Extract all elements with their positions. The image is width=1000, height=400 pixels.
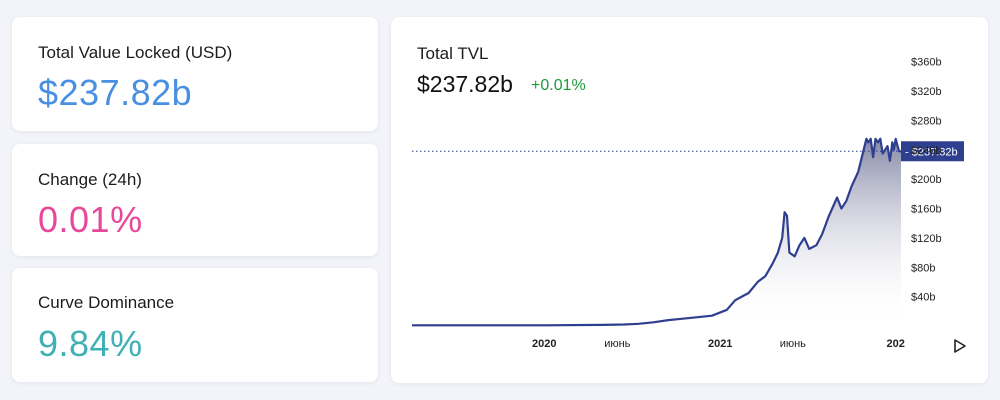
tvl-area — [412, 138, 901, 326]
y-tick-label: $320b — [911, 86, 942, 98]
y-tick-label: $40b — [911, 292, 935, 304]
change-value: 0.01% — [38, 199, 143, 240]
y-tick-label: $80b — [911, 262, 935, 274]
tvl-label: Total Value Locked (USD) — [38, 43, 233, 62]
play-icon[interactable] — [954, 339, 966, 353]
tvl-line — [412, 137, 901, 327]
change-card: Change (24h) 0.01% — [12, 144, 378, 256]
dominance-label: Curve Dominance — [38, 293, 175, 312]
dominance-value: 9.84% — [38, 323, 143, 364]
dominance-card: Curve Dominance 9.84% — [12, 268, 378, 382]
tvl-value: $237.82b — [38, 72, 193, 113]
chart-value: $237.82b — [417, 71, 513, 97]
y-tick-label: $240b — [911, 145, 942, 157]
y-tick-label: $360b — [911, 57, 942, 69]
y-tick-label: $160b — [911, 204, 942, 216]
chart-change: +0.01% — [531, 77, 586, 94]
chart-title: Total TVL — [417, 44, 489, 63]
current-value-label: - $237.82b — [905, 146, 958, 158]
x-tick-label: 2021 — [708, 338, 732, 350]
y-tick-label: $200b — [911, 174, 942, 186]
tvl-chart[interactable]: - $237.82b $360b $320b $280b $240b $200b $160b… — [391, 17, 988, 383]
x-tick-label: июнь — [604, 338, 630, 350]
x-tick-label: 2020 — [532, 338, 556, 350]
y-tick-label: $120b — [911, 233, 942, 245]
tvl-chart-card: - $237.82b $360b $320b $280b $240b $200b $160b… — [391, 17, 988, 383]
y-tick-label: $280b — [911, 115, 942, 127]
change-label: Change (24h) — [38, 170, 142, 189]
current-value-badge — [901, 141, 964, 162]
x-tick-label: 202 — [887, 338, 905, 350]
tvl-card: Total Value Locked (USD) $237.82b — [12, 17, 378, 131]
x-tick-label: июнь — [780, 338, 806, 350]
